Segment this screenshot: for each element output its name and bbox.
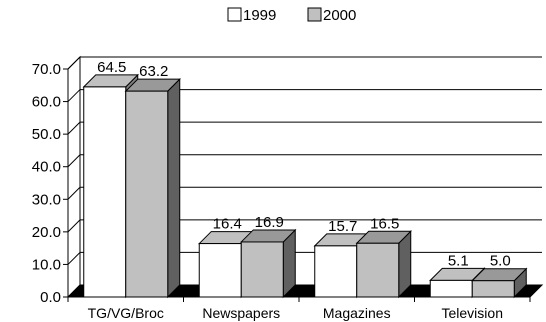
bar (83, 86, 127, 298)
x-tick-label: Magazines (323, 305, 391, 321)
data-label: 16.4 (213, 216, 242, 233)
legend-swatch (227, 7, 242, 22)
side-wall (67, 55, 81, 297)
y-tick-label: 60.0 (32, 94, 61, 111)
y-tick-label: 50.0 (32, 126, 61, 143)
bar (198, 243, 242, 298)
bar (429, 279, 473, 298)
gridline-depth (67, 219, 81, 233)
bar (240, 241, 284, 298)
gridline-depth (67, 252, 81, 265)
legend-label: 2000 (323, 7, 356, 24)
back-wall (80, 57, 542, 285)
bar (471, 280, 515, 298)
y-tick-label: 40.0 (32, 159, 61, 176)
y-tick-label: 70.0 (32, 61, 61, 78)
bar (314, 245, 358, 298)
bar-side (167, 77, 181, 299)
y-tick-label: 10.0 (32, 256, 61, 273)
gridline-depth (67, 121, 81, 135)
data-label: 16.5 (370, 215, 399, 232)
gridline-depth (67, 56, 81, 70)
data-label: 15.7 (328, 218, 357, 235)
legend: 1999 2000 (227, 7, 356, 24)
data-label: 16.9 (255, 214, 284, 231)
data-label: 64.5 (97, 59, 126, 76)
data-label: 5.0 (490, 253, 511, 270)
x-tick-label: Television (442, 305, 503, 321)
gridline-depth (67, 186, 81, 200)
x-axis: TG/VG/Broc Newspapers Magazines Television (67, 296, 531, 321)
data-labels: 64.5 63.2 16.4 16.9 15.7 16.5 5.1 5.0 (97, 59, 511, 270)
y-tick-label: 0.0 (40, 289, 61, 306)
y-tick-label: 30.0 (32, 191, 61, 208)
data-label: 63.2 (139, 63, 168, 80)
x-tick-label: Newspapers (202, 305, 280, 321)
bar (356, 242, 400, 298)
legend-label: 1999 (243, 7, 276, 24)
gridline-depth (67, 89, 81, 102)
y-tick-label: 20.0 (32, 224, 61, 241)
gridline-depth (67, 154, 81, 168)
bars (82, 73, 528, 299)
legend-swatch (307, 7, 322, 22)
bar (125, 90, 169, 298)
data-label: 5.1 (448, 252, 469, 269)
x-tick-label: TG/VG/Broc (88, 305, 164, 321)
y-axis: 0.0 10.0 20.0 30.0 40.0 50.0 60.0 70.0 (32, 61, 69, 306)
